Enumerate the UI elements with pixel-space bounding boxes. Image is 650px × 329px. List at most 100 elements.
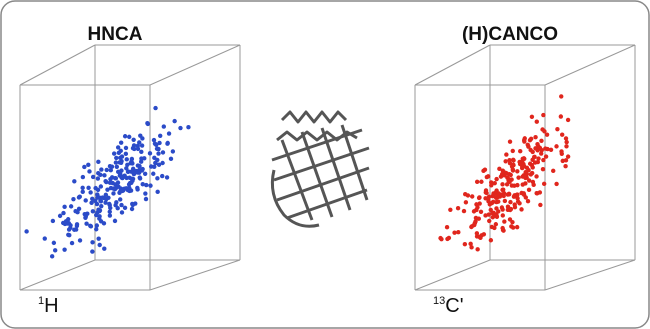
peak-dot <box>514 192 519 198</box>
peak-dot <box>178 125 183 131</box>
peak-dot <box>543 146 548 151</box>
peak-dot <box>555 126 560 132</box>
peak-dot <box>497 166 502 172</box>
peak-dot <box>504 170 509 176</box>
peak-dot <box>541 157 546 163</box>
peak-dot <box>96 207 101 212</box>
peak-dot <box>508 172 513 178</box>
peak-dot <box>101 221 107 226</box>
peak-dot <box>517 161 523 167</box>
peak-dot <box>542 129 547 134</box>
peak-dot <box>475 247 480 252</box>
peak-dot <box>103 200 108 205</box>
peak-dot <box>445 236 450 242</box>
peak-dot <box>444 225 450 230</box>
peak-dot <box>82 164 87 170</box>
peak-dot <box>97 216 102 221</box>
peak-dot <box>499 205 505 210</box>
peak-dot <box>507 139 513 144</box>
peak-dot <box>530 157 535 163</box>
peak-dot <box>62 204 67 210</box>
peak-dot <box>505 192 511 197</box>
panels: HNCA 1H (H)CANCO 13C' <box>19 24 636 317</box>
peak-dot <box>107 213 113 218</box>
peak-dot <box>99 167 104 172</box>
peak-dot <box>504 152 509 157</box>
peak-dot <box>140 136 145 141</box>
peak-dot <box>521 161 526 167</box>
peak-dot <box>62 247 67 252</box>
peak-dot <box>160 160 165 166</box>
peak-dot <box>564 144 569 149</box>
peak-dot <box>559 151 564 156</box>
peak-dot <box>160 150 166 155</box>
peak-dot <box>448 207 453 212</box>
peak-dot <box>93 212 99 218</box>
peak-dot <box>164 175 170 180</box>
peak-dot <box>95 176 101 181</box>
peak-dot <box>500 225 505 231</box>
peak-dot <box>52 248 58 253</box>
panel-title: (H)CANCO <box>462 24 558 45</box>
peak-dot <box>483 188 489 193</box>
peak-dot <box>551 168 556 174</box>
peak-dot <box>102 173 107 178</box>
peak-dot <box>83 215 88 220</box>
peak-dot <box>478 209 484 214</box>
peak-dot <box>475 205 480 210</box>
peak-dot <box>506 178 511 183</box>
peak-dot <box>493 195 499 200</box>
peak-dot <box>474 179 480 185</box>
peak-dot <box>531 182 536 188</box>
peak-dot <box>129 176 134 181</box>
peak-dot <box>559 94 564 99</box>
peak-dot <box>80 189 85 195</box>
peak-dot <box>122 134 128 139</box>
peak-dot <box>130 146 136 151</box>
peak-dot <box>507 161 513 166</box>
peak-dot <box>120 188 125 194</box>
peak-dot <box>462 241 468 247</box>
peak-dot <box>139 168 145 173</box>
peak-dot <box>172 118 177 124</box>
peak-dot <box>104 167 109 173</box>
cube <box>414 44 636 291</box>
peak-dot <box>113 203 118 208</box>
peak-dot <box>527 137 533 143</box>
peak-dot <box>530 165 535 170</box>
protein-structure <box>270 110 370 228</box>
peak-dot <box>118 148 123 154</box>
peak-dot <box>49 254 55 259</box>
peak-dot <box>119 210 125 215</box>
peak-dot <box>96 159 101 165</box>
peak-dot <box>521 138 527 143</box>
peak-dot <box>123 145 129 151</box>
peak-dot <box>502 198 508 204</box>
peak-dot <box>94 227 99 232</box>
peak-dot <box>80 174 86 180</box>
peak-dot <box>142 156 147 161</box>
peak-dot <box>554 144 559 149</box>
peak-dot <box>109 175 115 180</box>
peak-dot <box>118 155 123 160</box>
peak-dot <box>522 156 527 162</box>
peak-dot <box>120 174 125 180</box>
peak-dot <box>541 181 547 187</box>
peak-dot <box>494 206 499 211</box>
peak-dot <box>151 137 157 143</box>
axis-label-text: C' <box>445 295 463 317</box>
panel-title: HNCA <box>88 24 143 45</box>
cube-edge <box>414 259 491 291</box>
peak-dot <box>105 187 110 192</box>
peak-dot <box>526 144 531 149</box>
peak-dot <box>139 143 145 148</box>
peak-dot <box>140 182 145 187</box>
peak-dot <box>477 234 482 239</box>
peak-dot <box>565 154 571 159</box>
panel: (H)CANCO 13C' <box>414 24 636 317</box>
peak-dot <box>452 230 457 235</box>
peak-dot <box>111 151 117 156</box>
peak-dot <box>543 154 549 159</box>
